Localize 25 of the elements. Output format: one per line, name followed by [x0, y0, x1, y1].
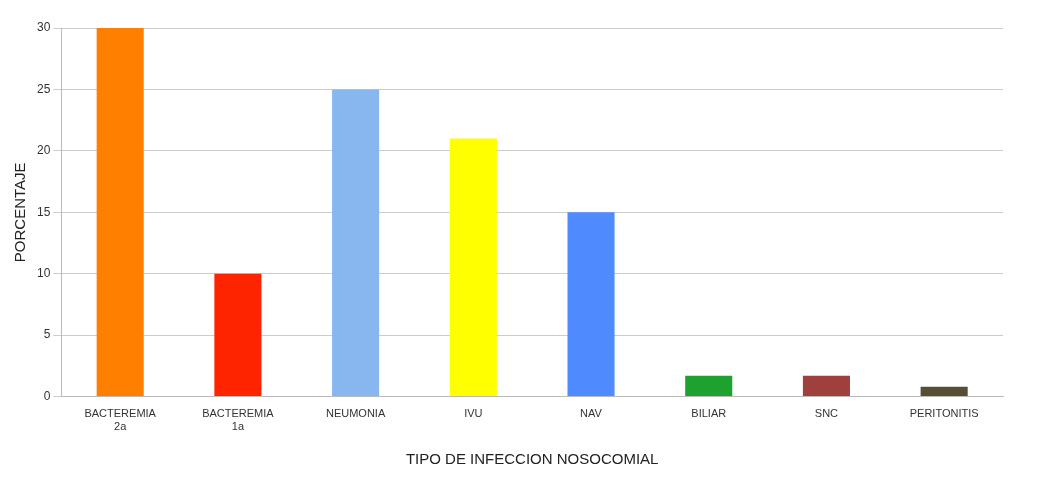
bar	[214, 273, 262, 397]
x-tick-label: PERITONITIS	[909, 407, 979, 420]
x-tick-label: NAV	[580, 407, 603, 420]
x-axis-title: TIPO DE INFECCION NOSOCOMIAL	[405, 450, 659, 468]
bar	[920, 386, 968, 397]
x-tick-label: BACTEREMIA 1a	[202, 407, 275, 433]
bar	[567, 212, 615, 397]
x-tick-label: BILIAR	[691, 407, 727, 420]
bar	[332, 89, 380, 397]
bar	[685, 375, 733, 397]
y-tick-label: 10	[36, 266, 51, 281]
x-tick-label: SNC	[814, 407, 839, 420]
x-tick-label: IVU	[464, 407, 483, 420]
bar	[449, 138, 497, 397]
y-tick-label: 5	[43, 327, 51, 342]
x-tick-label: NEUMONIA	[325, 407, 386, 420]
bar	[802, 375, 850, 397]
y-tick-label: 25	[36, 81, 51, 96]
y-tick-label: 15	[36, 204, 51, 219]
bar	[96, 28, 144, 397]
y-axis-title: PORCENTAJE	[11, 162, 29, 263]
x-tick-label: BACTEREMIA 2a	[84, 407, 157, 433]
y-tick-label: 0	[43, 388, 51, 403]
y-tick-label: 20	[36, 143, 51, 158]
y-tick-label: 30	[36, 20, 51, 35]
